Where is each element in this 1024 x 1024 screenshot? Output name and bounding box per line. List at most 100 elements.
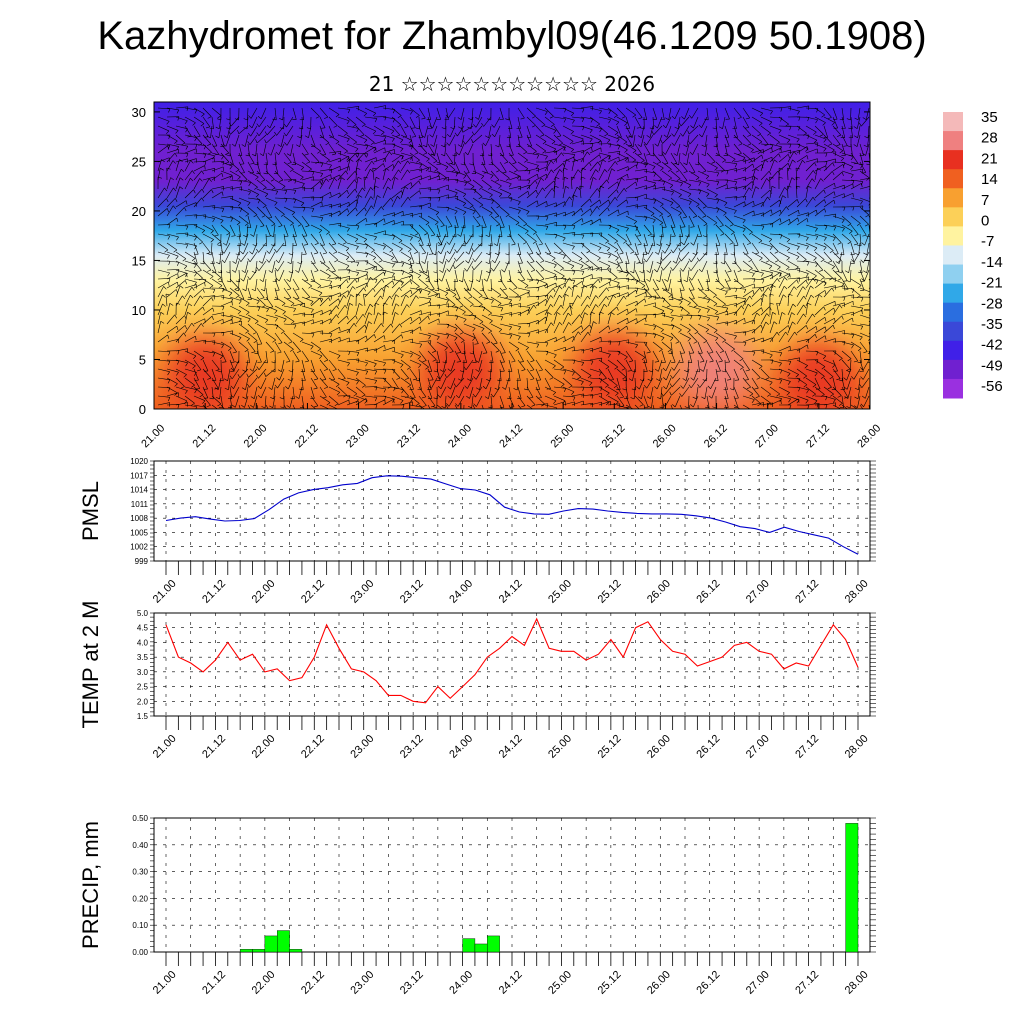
wind-barb-flag bbox=[635, 308, 638, 313]
wind-barb-flag bbox=[291, 212, 295, 216]
wind-barb-flag bbox=[840, 253, 845, 256]
wind-barb-flag bbox=[459, 305, 464, 308]
wind-barb bbox=[849, 269, 852, 282]
wind-barb-flag bbox=[377, 195, 381, 198]
wind-barb bbox=[652, 206, 663, 215]
wind-barb-flag bbox=[372, 266, 376, 270]
wind-barb bbox=[462, 125, 474, 133]
wind-barb-flag bbox=[430, 153, 435, 157]
wind-barb-flag bbox=[744, 159, 747, 164]
wind-barb-flag bbox=[854, 387, 859, 391]
wind-barb-flag bbox=[392, 264, 395, 268]
wind-barb bbox=[795, 186, 798, 199]
wind-barb-flag bbox=[461, 244, 466, 247]
wind-barb bbox=[508, 311, 521, 316]
wind-barb bbox=[202, 233, 214, 240]
wind-barb-flag bbox=[525, 347, 529, 351]
wind-barb bbox=[427, 359, 433, 372]
wind-barb bbox=[616, 233, 627, 242]
wind-barb bbox=[499, 143, 505, 156]
wind-barb-flag bbox=[599, 154, 602, 159]
wind-barb-flag bbox=[785, 267, 790, 271]
wind-barb-flag bbox=[530, 261, 535, 264]
wind-barb-flag bbox=[491, 133, 495, 137]
wind-barb-flag bbox=[614, 366, 618, 370]
wind-barb bbox=[850, 287, 861, 296]
wind-barb bbox=[418, 287, 431, 293]
wind-barb bbox=[796, 325, 807, 334]
wind-barb bbox=[724, 294, 737, 298]
wind-barb-flag bbox=[780, 369, 783, 374]
wind-barb bbox=[706, 287, 717, 296]
wind-barb bbox=[544, 158, 557, 163]
wind-barb-flag bbox=[264, 193, 269, 198]
wind-barb bbox=[473, 125, 483, 136]
wind-barb bbox=[607, 368, 614, 380]
wind-barb-flag bbox=[626, 272, 629, 277]
wind-barb bbox=[166, 289, 177, 298]
wind-barb-flag bbox=[608, 254, 611, 259]
wind-barb bbox=[805, 303, 809, 316]
wind-barb bbox=[697, 296, 710, 300]
wind-barb-flag bbox=[742, 228, 746, 233]
wind-barb bbox=[823, 125, 828, 138]
wind-barb bbox=[544, 180, 555, 190]
wind-barb bbox=[850, 224, 859, 235]
wind-barb-flag bbox=[623, 188, 627, 192]
wind-barb-flag bbox=[608, 155, 611, 160]
wind-barb bbox=[391, 334, 402, 343]
wind-barb-flag bbox=[349, 303, 354, 306]
wind-barb-flag bbox=[452, 154, 457, 157]
wind-barb bbox=[607, 189, 617, 199]
wind-barb-flag bbox=[843, 341, 846, 346]
wind-barb bbox=[499, 107, 504, 120]
wind-barb-flag bbox=[836, 144, 841, 147]
wind-barb-flag bbox=[502, 171, 507, 174]
wind-barb bbox=[283, 314, 295, 322]
wind-barb-flag bbox=[526, 211, 530, 215]
wind-barb bbox=[679, 305, 690, 314]
wind-barb bbox=[253, 386, 258, 399]
wind-barb bbox=[448, 107, 456, 119]
wind-barb bbox=[310, 143, 321, 152]
wind-barb bbox=[328, 178, 335, 190]
wind-barb bbox=[634, 269, 641, 282]
wind-barb bbox=[643, 350, 648, 363]
wind-barb bbox=[787, 209, 799, 217]
wind-barb bbox=[670, 197, 681, 207]
wind-barb bbox=[607, 151, 620, 154]
wind-barb bbox=[697, 179, 710, 185]
wind-barb-flag bbox=[463, 366, 467, 370]
wind-barb bbox=[245, 386, 249, 399]
wind-barb-flag bbox=[476, 225, 481, 228]
wind-barb-flag bbox=[713, 136, 718, 139]
wind-barb-flag bbox=[750, 149, 754, 153]
wind-barb-flag bbox=[700, 368, 704, 372]
wind-barb-flag bbox=[320, 173, 324, 178]
wind-barb bbox=[466, 260, 474, 272]
wind-barb-flag bbox=[191, 322, 195, 327]
wind-barb-flag bbox=[246, 338, 250, 342]
wind-barb-flag bbox=[606, 179, 610, 184]
wind-barb bbox=[598, 159, 603, 172]
wind-barb bbox=[742, 304, 749, 316]
wind-barb-flag bbox=[221, 250, 225, 254]
wind-barb-flag bbox=[851, 334, 855, 339]
wind-barb-flag bbox=[304, 360, 309, 363]
wind-barb bbox=[219, 251, 222, 264]
wind-barb-flag bbox=[672, 260, 677, 264]
wind-barb-flag bbox=[271, 187, 276, 191]
wind-barb bbox=[229, 350, 235, 363]
wind-barb bbox=[697, 332, 708, 342]
wind-barb-flag bbox=[373, 334, 376, 339]
wind-barb bbox=[418, 107, 426, 119]
wind-barb bbox=[535, 309, 547, 316]
wind-barb-flag bbox=[185, 244, 189, 249]
wind-barb bbox=[328, 314, 337, 325]
wind-barb-flag bbox=[493, 243, 498, 246]
wind-barb bbox=[157, 321, 161, 334]
wind-barb bbox=[643, 107, 648, 120]
wind-barb bbox=[526, 107, 536, 117]
wind-barb bbox=[697, 206, 707, 217]
wind-barb bbox=[553, 260, 564, 269]
